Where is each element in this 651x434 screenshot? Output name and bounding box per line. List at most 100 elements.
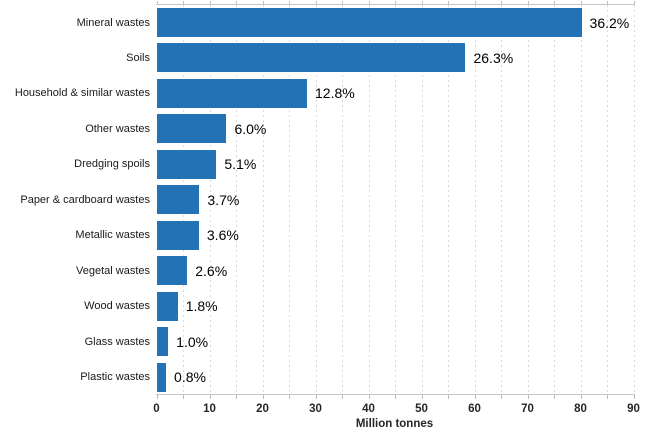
bar-2 (156, 78, 308, 108)
gridline-50 (421, 5, 423, 394)
x-tick-60 (474, 395, 476, 399)
x-top-tick-65 (501, 1, 502, 4)
gridline-35 (342, 5, 343, 394)
x-top-tick-55 (448, 1, 449, 4)
gridline-40 (368, 5, 370, 394)
x-top-tick-50 (421, 1, 423, 4)
bar-9 (156, 327, 169, 357)
gridline-30 (315, 5, 317, 394)
percent-label-1: 26.3% (473, 49, 514, 66)
x-tick-55 (448, 395, 449, 399)
gridline-85 (607, 5, 608, 394)
gridline-65 (501, 5, 502, 394)
x-top-tick-5 (183, 1, 184, 4)
bar-4 (156, 149, 217, 179)
x-tick-75 (554, 395, 555, 399)
x-top-tick-35 (342, 1, 343, 4)
category-label-2: Household & similar wastes (14, 87, 150, 100)
bar-0 (156, 8, 582, 37)
percent-label-3: 6.0% (234, 120, 267, 137)
x-top-tick-90 (633, 1, 635, 4)
x-tick-50 (421, 395, 423, 399)
gridline-60 (474, 5, 476, 394)
category-label-1: Soils (126, 51, 150, 64)
category-label-6: Metallic wastes (75, 229, 150, 242)
x-tick-label-70: 70 (521, 403, 534, 415)
x-tick-label-10: 10 (203, 403, 216, 415)
x-tick-40 (368, 395, 370, 399)
gridline-90 (633, 5, 635, 394)
x-top-tick-20 (262, 1, 264, 4)
percent-label-10: 0.8% (174, 369, 206, 385)
x-top-tick-80 (580, 1, 582, 4)
x-tick-label-20: 20 (256, 403, 269, 415)
x-top-tick-15 (236, 1, 237, 4)
x-tick-label-80: 80 (574, 403, 587, 415)
x-tick-90 (633, 395, 635, 399)
bar-6 (156, 220, 199, 250)
x-top-tick-40 (368, 1, 370, 4)
percent-label-7: 2.6% (195, 262, 228, 279)
percent-label-5: 3.7% (207, 191, 240, 208)
bar-7 (156, 256, 188, 286)
category-label-9: Glass wastes (84, 335, 150, 348)
x-tick-label-40: 40 (362, 403, 375, 415)
x-top-tick-70 (527, 1, 529, 4)
x-axis-title: Million tonnes (355, 418, 434, 430)
category-label-8: Wood wastes (84, 300, 150, 313)
x-tick-35 (342, 395, 343, 399)
x-tick-label-50: 50 (415, 403, 428, 415)
x-top-tick-25 (289, 1, 290, 4)
x-tick-65 (501, 395, 502, 399)
x-tick-80 (580, 395, 582, 399)
x-tick-30 (315, 395, 317, 399)
x-tick-45 (395, 395, 396, 399)
x-tick-label-30: 30 (309, 403, 322, 415)
x-tick-10 (209, 395, 211, 399)
percent-label-6: 3.6% (206, 227, 239, 244)
percent-label-4: 5.1% (224, 156, 257, 173)
gridline-80 (580, 5, 582, 394)
plot-top-border (156, 4, 635, 5)
gridline-15 (236, 5, 237, 394)
category-label-7: Vegetal wastes (76, 264, 150, 277)
category-label-0: Mineral wastes (76, 16, 150, 29)
bar-3 (156, 114, 227, 144)
x-tick-85 (607, 395, 608, 399)
x-tick-20 (262, 395, 264, 399)
x-tick-0 (156, 395, 158, 399)
x-top-tick-60 (474, 1, 476, 4)
gridline-45 (395, 5, 396, 394)
percent-label-9: 1.0% (176, 333, 209, 350)
percent-label-2: 12.8% (315, 85, 355, 102)
x-tick-25 (289, 395, 290, 399)
x-top-tick-85 (607, 1, 608, 4)
category-label-5: Paper & cardboard wastes (20, 193, 150, 206)
x-top-tick-45 (395, 1, 396, 4)
x-tick-5 (183, 395, 184, 399)
bar-10 (156, 362, 167, 392)
category-label-10: Plastic wastes (80, 371, 150, 383)
x-tick-label-0: 0 (153, 403, 160, 415)
percent-label-8: 1.8% (185, 298, 218, 315)
x-tick-label-90: 90 (627, 403, 640, 415)
x-top-tick-75 (554, 1, 555, 4)
percent-label-0: 36.2% (589, 14, 630, 31)
bar-8 (156, 291, 178, 321)
category-label-3: Other wastes (85, 122, 150, 135)
x-top-tick-0 (156, 1, 158, 4)
bar-5 (156, 185, 200, 215)
x-tick-15 (236, 395, 237, 399)
x-top-tick-10 (209, 1, 211, 4)
bar-1 (156, 43, 466, 73)
x-axis-line (156, 394, 635, 395)
gridline-55 (448, 5, 449, 394)
gridline-10 (209, 5, 211, 394)
gridline-25 (289, 5, 290, 394)
gridline-70 (527, 5, 529, 394)
gridline-20 (262, 5, 264, 394)
x-tick-70 (527, 395, 529, 399)
category-label-4: Dredging spoils (74, 158, 150, 171)
gridline-75 (554, 5, 555, 394)
